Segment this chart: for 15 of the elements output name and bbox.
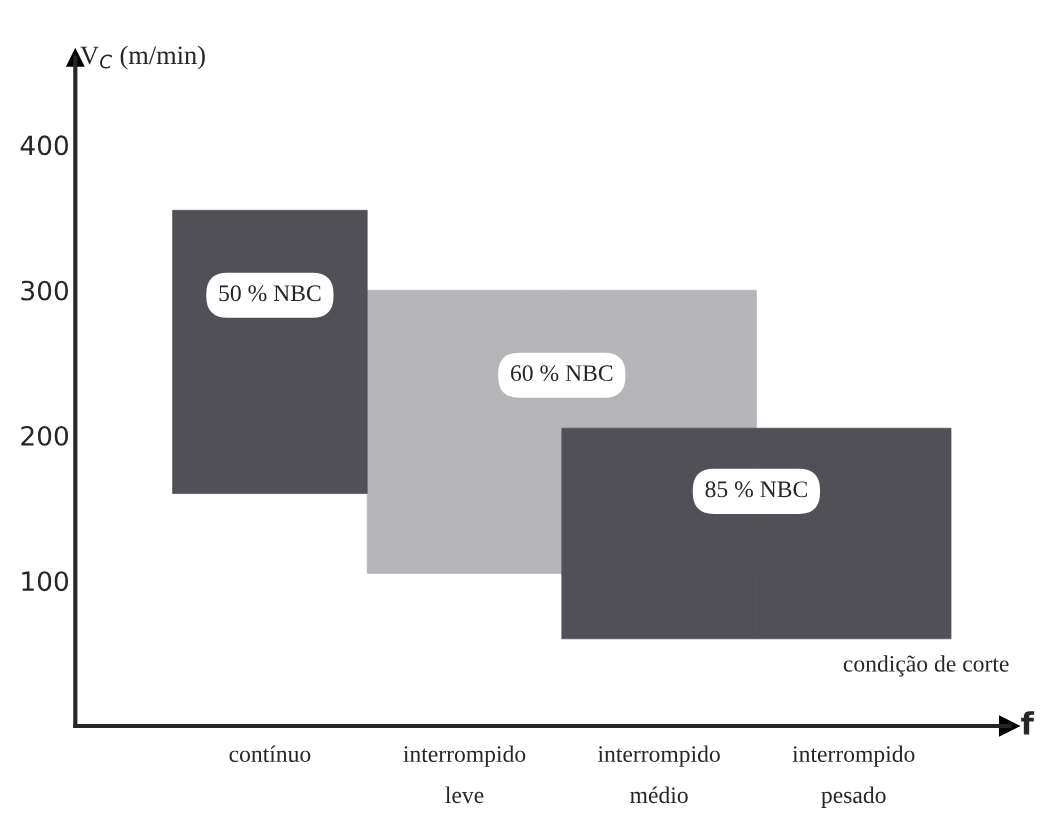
y-tick-label: 100 <box>22 571 68 592</box>
annotation: condição de corte <box>843 655 1009 677</box>
series-label: 85 % NBC <box>705 481 807 498</box>
x-tick-label: interrompido leve <box>403 745 526 804</box>
y-tick-label: 300 <box>21 280 68 301</box>
bar <box>172 209 368 494</box>
y-tick-label: 400 <box>20 135 68 156</box>
series-label: 60 % NBC <box>511 365 613 382</box>
x-tick-label: contínuo <box>229 745 311 763</box>
x-tick-label: interrompido médio <box>597 745 720 804</box>
x-tick-label: interrompido pesado <box>792 745 915 808</box>
x-axis-title: f <box>1021 711 1035 735</box>
y-axis-title: V$_{C}$ (m/min) <box>80 45 205 70</box>
series-label: 50 % NBC <box>219 285 321 302</box>
y-tick-label: 200 <box>21 425 68 446</box>
